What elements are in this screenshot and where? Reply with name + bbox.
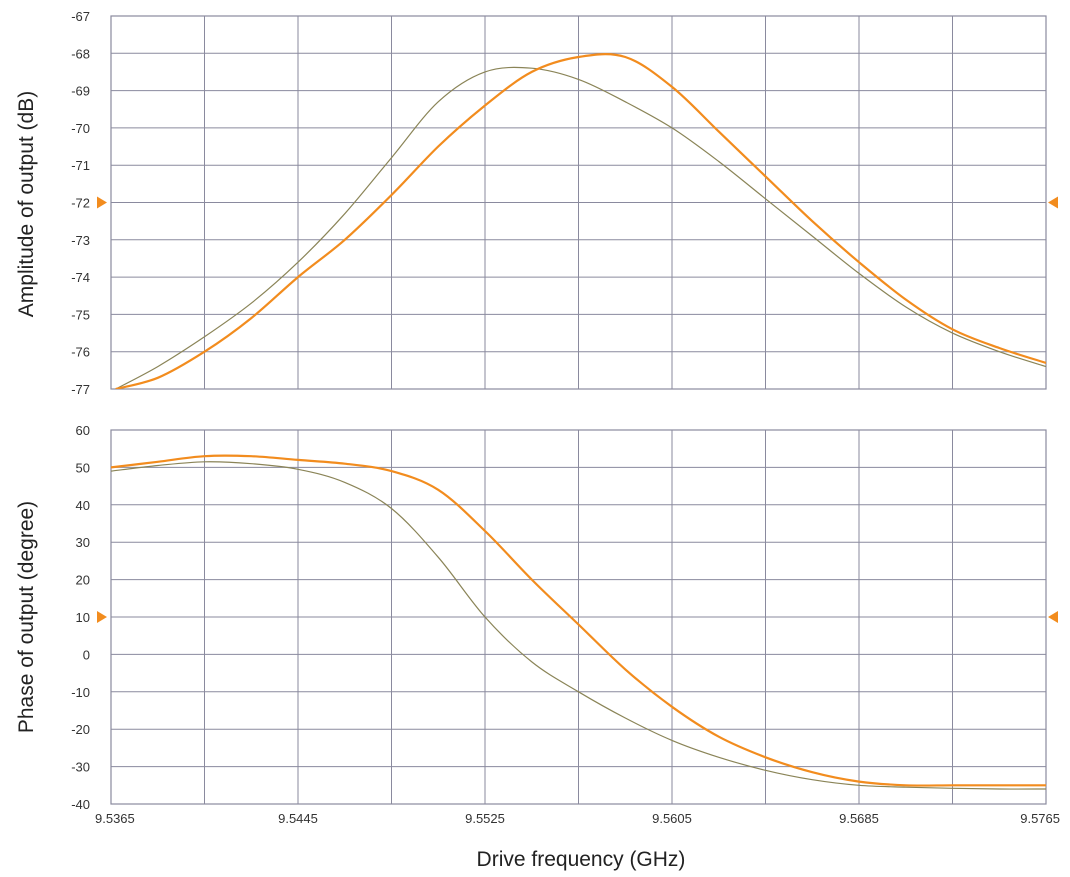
phase-right-level-marker[interactable] — [1048, 611, 1058, 623]
x-tick-label: 9.5605 — [652, 811, 692, 826]
amplitude-y-tick-label: -77 — [71, 382, 90, 397]
phase-series-model-line — [111, 461, 1046, 790]
phase-y-tick-label: -40 — [71, 797, 90, 812]
phase-y-tick-label: -20 — [71, 722, 90, 737]
phase-left-level-marker[interactable] — [97, 611, 107, 623]
x-tick-label: 9.5685 — [839, 811, 879, 826]
y-axis-title-phase: Phase of output (degree) — [15, 501, 38, 733]
phase-y-tick-label: 20 — [76, 573, 90, 588]
amplitude-right-level-marker[interactable] — [1048, 196, 1058, 209]
phase-y-tick-label: 50 — [76, 460, 90, 475]
amplitude-plot-frame — [110, 15, 1047, 390]
amplitude-y-tick-label: -75 — [71, 307, 90, 322]
phase-series-measured-line — [111, 454, 1046, 787]
x-axis-ticks: 9.5365 9.5445 9.5525 9.5605 9.5685 9.5765 — [95, 811, 1060, 826]
amplitude-y-tick-label: -74 — [71, 270, 90, 285]
amplitude-series-model-line — [115, 66, 1046, 389]
x-axis-title: Drive frequency (GHz) — [477, 848, 686, 871]
phase-y-tick-label: 30 — [76, 535, 90, 550]
amplitude-y-tick-label: -76 — [71, 345, 90, 360]
phase-y-tick-label: 60 — [76, 423, 90, 438]
phase-plot-frame — [110, 429, 1047, 805]
amplitude-y-tick-label: -72 — [71, 196, 90, 211]
x-tick-label: 9.5525 — [465, 811, 505, 826]
amplitude-y-tick-label: -67 — [71, 9, 90, 24]
amplitude-y-tick-label: -68 — [71, 46, 90, 61]
phase-y-tick-label: 10 — [76, 610, 90, 625]
phase-y-tick-label: -30 — [71, 760, 90, 775]
phase-y-tick-label: 0 — [83, 647, 90, 662]
x-tick-label: 9.5365 — [95, 811, 135, 826]
amplitude-panel: -67 -68 -69 -70 -71 -72 -73 -74 -75 -76 -77 — [71, 9, 1058, 397]
amplitude-y-tick-label: -73 — [71, 233, 90, 248]
amplitude-left-level-marker[interactable] — [97, 196, 107, 209]
phase-y-tick-label: 40 — [76, 498, 90, 513]
phase-y-tick-label: -10 — [71, 685, 90, 700]
phase-panel: 60 50 40 30 20 10 0 -10 -20 -30 -40 — [71, 423, 1058, 812]
amplitude-y-tick-label: -71 — [71, 158, 90, 173]
x-tick-label: 9.5765 — [1020, 811, 1060, 826]
x-tick-label: 9.5445 — [278, 811, 318, 826]
y-axis-title-amplitude: Amplitude of output (dB) — [15, 91, 38, 317]
amplitude-series-measured-line — [115, 53, 1046, 389]
amplitude-y-tick-label: -70 — [71, 121, 90, 136]
amplitude-y-tick-label: -69 — [71, 84, 90, 99]
